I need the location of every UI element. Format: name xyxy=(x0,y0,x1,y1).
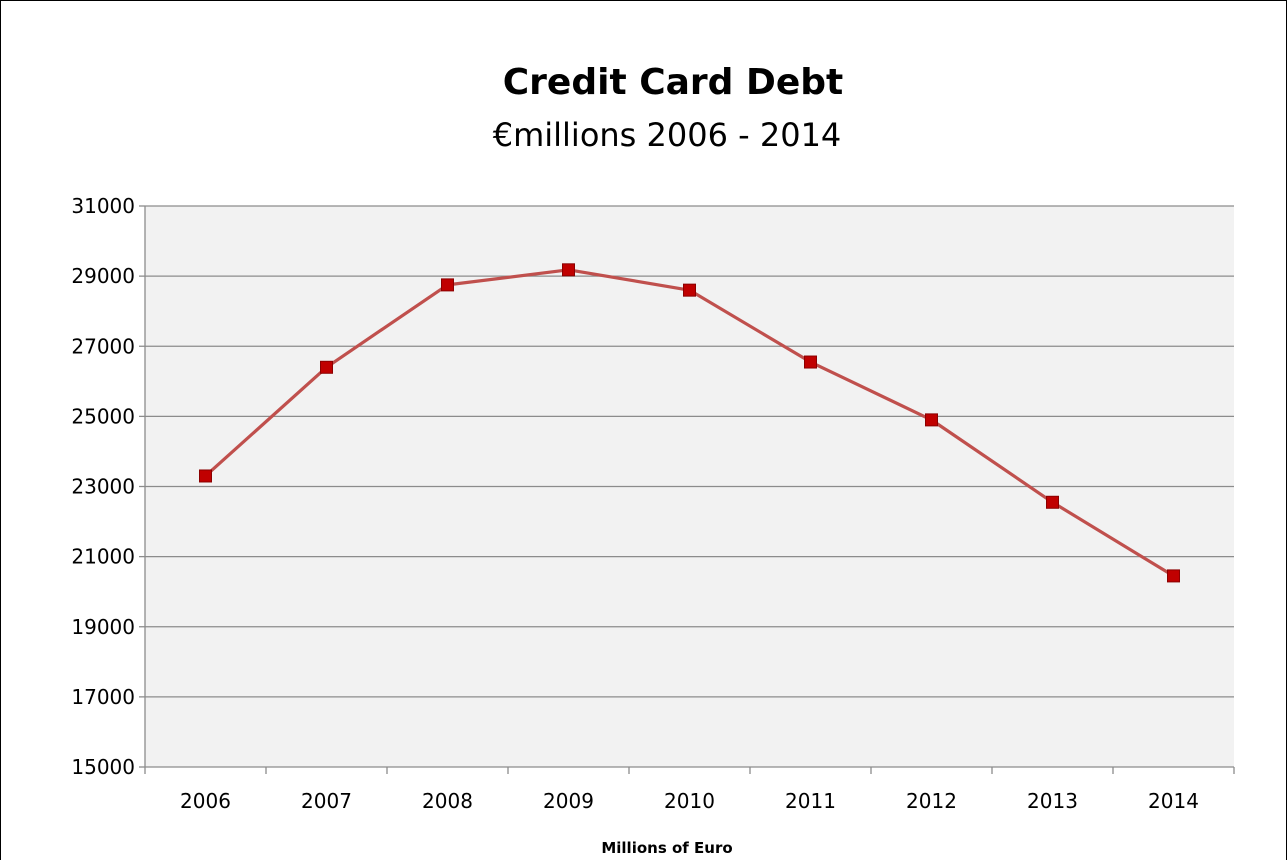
y-tick-label: 25000 xyxy=(71,404,135,428)
y-tick-label: 17000 xyxy=(71,685,135,709)
x-tick-label: 2009 xyxy=(543,789,594,813)
series-layer xyxy=(199,263,1180,583)
data-point-marker xyxy=(683,283,696,297)
axes: 15000 17000 19000 21000 23000 25000 27000 29000… xyxy=(71,194,1235,813)
x-tick-label: 2008 xyxy=(422,789,473,813)
data-point-marker xyxy=(441,278,454,292)
y-tick-label: 21000 xyxy=(71,545,135,569)
data-point-marker xyxy=(199,469,212,483)
data-point-marker xyxy=(804,355,817,369)
x-tick-label: 2011 xyxy=(785,789,836,813)
data-point-marker xyxy=(1167,569,1180,583)
y-tick-label: 31000 xyxy=(71,194,135,218)
data-point-marker xyxy=(562,263,575,277)
x-tick-label: 2006 xyxy=(180,789,231,813)
y-tick-label: 15000 xyxy=(71,755,135,779)
gridlines xyxy=(145,205,1234,698)
x-tick-label: 2014 xyxy=(1148,789,1199,813)
data-point-marker xyxy=(925,413,938,427)
x-tick-label: 2007 xyxy=(301,789,352,813)
data-point-marker xyxy=(1046,495,1059,509)
y-tick-label: 27000 xyxy=(71,334,135,358)
x-axis-label: Millions of Euro xyxy=(601,839,732,857)
y-tick-label: 19000 xyxy=(71,615,135,639)
x-tick-label: 2013 xyxy=(1027,789,1078,813)
y-tick-label: 23000 xyxy=(71,475,135,499)
y-tick-label: 29000 xyxy=(71,264,135,288)
x-tick-label: 2012 xyxy=(906,789,957,813)
x-tick-label: 2010 xyxy=(664,789,715,813)
data-point-marker xyxy=(320,360,333,374)
chart-title: Credit Card Debt xyxy=(503,62,844,103)
chart-subtitle: €millions 2006 - 2014 xyxy=(493,116,842,154)
